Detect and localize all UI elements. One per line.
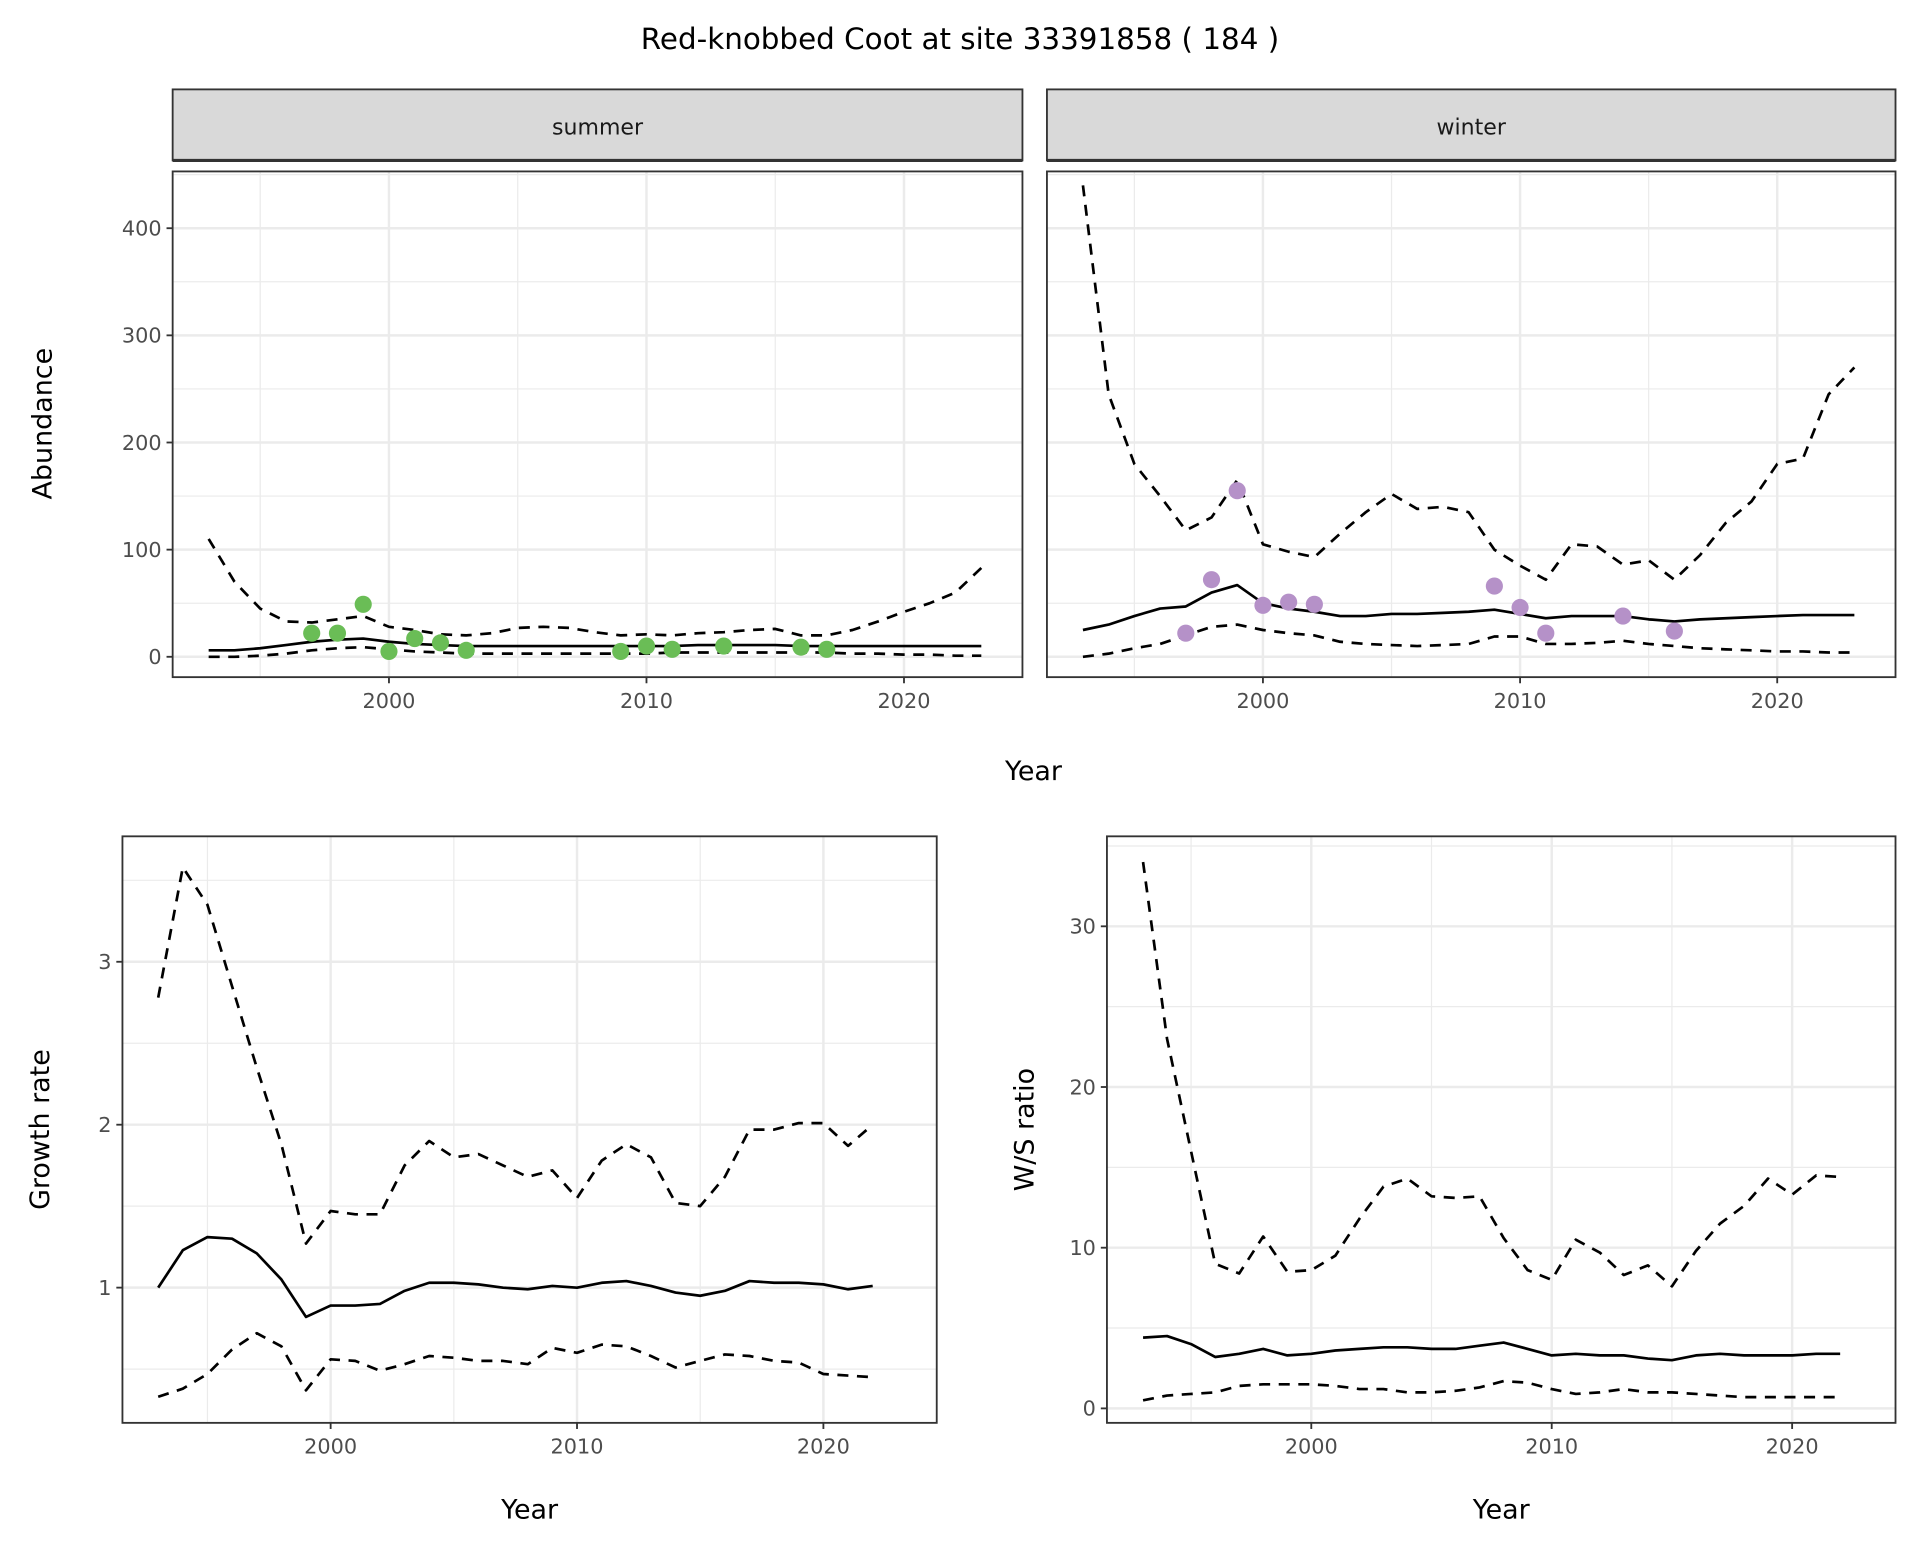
y-axis-title: W/S ratio	[1009, 1068, 1040, 1191]
y-tick-label: 0	[148, 645, 161, 669]
y-tick-label: 10	[1069, 1236, 1095, 1260]
y-axis-title: Abundance	[27, 348, 58, 500]
top-x-axis-title: Year	[1004, 756, 1063, 787]
observed-point	[1202, 571, 1221, 589]
panel-border	[1046, 170, 1897, 679]
y-tick-label: 300	[122, 324, 162, 348]
facet-strip	[171, 88, 1024, 162]
observed-point	[303, 624, 321, 642]
x-tick-label: 2000	[1285, 1434, 1338, 1458]
x-tick-label: 2010	[620, 689, 673, 713]
figure-title: Red-knobbed Coot at site 33391858 ( 184 …	[641, 22, 1279, 56]
x-tick-label: 2020	[1751, 689, 1804, 713]
plot-background	[1046, 171, 1896, 678]
panel-summer: 2000 2010 2020 0 100 200 300 400 summer Abundance	[27, 88, 1024, 713]
y-tick-label: 1	[98, 1276, 111, 1300]
lower-bound-line	[1082, 623, 1855, 659]
observed-point	[818, 640, 836, 658]
lower-bound-line	[157, 1331, 873, 1399]
observed-point	[406, 630, 424, 648]
observed-point	[1537, 624, 1555, 642]
y-tick-label: 20	[1069, 1075, 1095, 1099]
observed-point	[431, 634, 450, 652]
observed-point	[1614, 607, 1632, 625]
y-axis-title: Growth rate	[25, 1049, 56, 1210]
observed-point	[1177, 624, 1195, 642]
x-tick-label: 2000	[1236, 689, 1289, 713]
x-tick-label: 2020	[1766, 1434, 1819, 1458]
observed-point	[715, 637, 733, 655]
observed-point	[612, 642, 630, 660]
x-axis-title: Year	[500, 1494, 559, 1525]
observed-point	[354, 595, 372, 613]
y-tick-label: 400	[122, 217, 162, 241]
observed-point	[663, 640, 681, 658]
mean-line	[1082, 583, 1855, 632]
y-tick-label: 30	[1069, 915, 1095, 939]
observed-point	[1665, 622, 1683, 640]
observed-point	[1280, 593, 1298, 611]
mean-line	[1142, 1334, 1841, 1362]
observed-point	[1254, 596, 1272, 614]
upper-bound-line	[1141, 861, 1841, 1288]
facet-strip-label: winter	[1437, 116, 1507, 141]
panel-winter: 2000 2010 2020 winter	[1046, 88, 1897, 713]
plot-background	[122, 836, 937, 1423]
observed-point	[380, 642, 398, 660]
observed-point	[1305, 595, 1323, 613]
y-tick-label: 3	[98, 950, 111, 974]
y-tick-label: 0	[1083, 1397, 1096, 1421]
observed-point	[457, 641, 475, 659]
panel-ratio: 2000 2010 2020 0 10 20 30 Year W/S ratio	[1009, 835, 1897, 1525]
observed-point	[1485, 577, 1503, 595]
observed-point	[1511, 598, 1529, 617]
y-tick-label: 200	[122, 431, 162, 455]
x-tick-label: 2010	[551, 1434, 604, 1458]
panel-growth: 2000 2010 2020 1 2 3 Year Growth rate	[25, 835, 938, 1525]
facet-strip	[1046, 88, 1897, 162]
x-tick-label: 2000	[304, 1434, 357, 1458]
facet-strip-label: summer	[552, 116, 644, 141]
x-tick-label: 2020	[797, 1434, 850, 1458]
lower-bound-line	[1142, 1379, 1841, 1402]
observed-point	[792, 638, 810, 656]
panel-border	[1106, 835, 1897, 1424]
x-tick-label: 2010	[1494, 689, 1547, 713]
plot-background	[172, 171, 1023, 678]
x-tick-label: 2010	[1525, 1434, 1578, 1458]
y-tick-label: 100	[122, 538, 162, 562]
observed-point	[637, 637, 656, 655]
panel-border	[171, 170, 1024, 679]
upper-bound-line	[156, 865, 874, 1245]
y-tick-label: 2	[98, 1113, 111, 1137]
x-tick-label: 2020	[878, 689, 931, 713]
mean-line	[157, 1235, 873, 1319]
x-axis-title: Year	[1472, 1494, 1531, 1525]
panel-border	[121, 835, 938, 1424]
observed-point	[328, 624, 347, 642]
x-tick-label: 2000	[362, 689, 415, 713]
upper-bound-line	[207, 538, 983, 637]
plot-background	[1106, 836, 1896, 1423]
observed-point	[1228, 482, 1246, 500]
upper-bound-line	[1081, 185, 1856, 582]
